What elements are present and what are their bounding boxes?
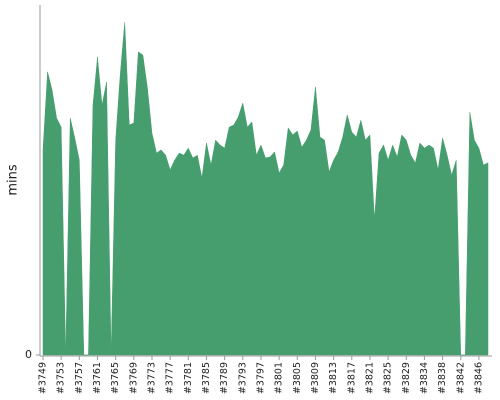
- x-tick-label: #3825: [383, 362, 394, 394]
- x-tick-label: #3757: [74, 362, 85, 394]
- x-tick-label: #3749: [38, 362, 49, 394]
- x-tick-label: #3805: [292, 362, 303, 394]
- x-tick-label: #3817: [346, 362, 357, 394]
- x-tick-label: #3777: [165, 362, 176, 394]
- x-tick-label: #3842: [455, 362, 466, 394]
- x-tick-label: #3761: [92, 362, 103, 394]
- x-tick-label: #3813: [328, 362, 339, 394]
- x-tick-label: #3785: [201, 362, 212, 394]
- x-tick-label: #3793: [237, 362, 248, 394]
- x-tick-label: #3834: [419, 362, 430, 394]
- x-tick-label: #3765: [110, 362, 121, 394]
- x-tick-label: #3753: [56, 362, 67, 394]
- x-tick-label: #3797: [255, 362, 266, 394]
- x-tick-label: #3801: [274, 362, 285, 394]
- x-tick-label: #3769: [128, 362, 139, 394]
- y-axis-label: mins: [6, 164, 21, 196]
- area: [42, 22, 489, 356]
- x-tick-label: #3781: [183, 362, 194, 394]
- x-tick-label: #3846: [473, 362, 484, 394]
- x-tick-label: #3821: [364, 362, 375, 394]
- x-tick-label: #3789: [219, 362, 230, 394]
- y-tick-label: 0: [25, 348, 32, 361]
- x-tick-label: #3809: [310, 362, 321, 394]
- x-tick-label: #3838: [437, 362, 448, 394]
- x-tick-label: #3829: [401, 362, 412, 394]
- x-tick-label: #3773: [146, 362, 157, 394]
